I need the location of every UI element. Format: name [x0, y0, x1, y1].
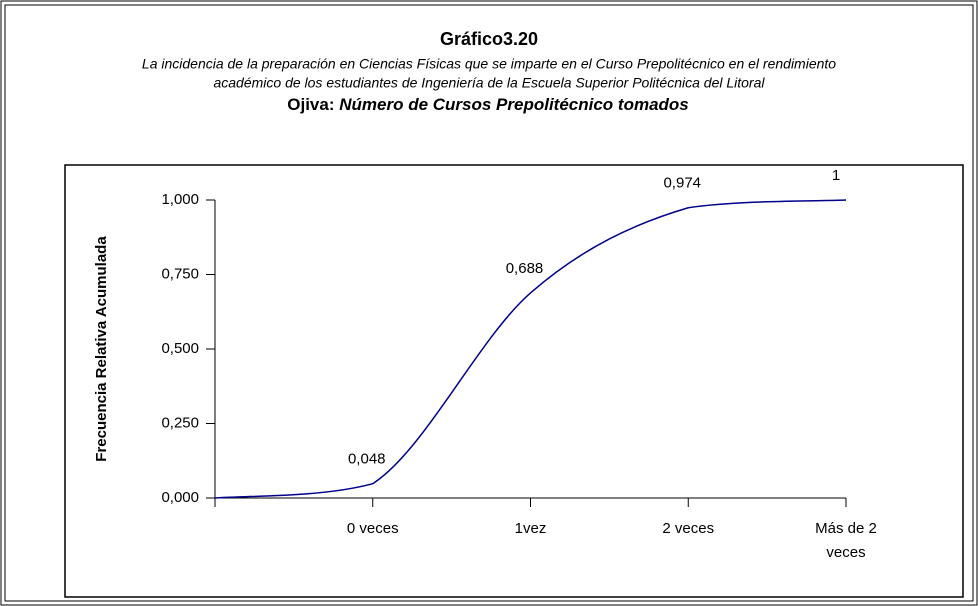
heading-text: Número de Cursos Prepolitécnico tomados: [339, 95, 689, 114]
heading: Ojiva: Número de Cursos Prepolitécnico t…: [287, 95, 689, 114]
inner-frame: [4, 4, 974, 602]
y-axis-label: Frecuencia Relativa Acumulada: [93, 236, 110, 462]
data-label: 0,688: [506, 260, 544, 277]
x-tick-label: Más de 2 veces: [815, 520, 877, 561]
y-tick-label: 0,750: [161, 265, 199, 282]
x-tick-label: 1vez: [515, 520, 547, 537]
y-tick-label: 0,000: [161, 489, 199, 506]
x-tick-label: 2 veces: [662, 520, 714, 537]
subtitle: académico de los estudiantes de Ingenier…: [213, 75, 765, 91]
data-label: 0,974: [663, 175, 701, 192]
y-tick-label: 1,000: [161, 191, 199, 208]
y-tick-label: 0,250: [161, 414, 199, 431]
y-tick-label: 0,500: [161, 340, 199, 357]
data-label: 1: [832, 167, 840, 184]
subtitle: La incidencia de la preparación en Cienc…: [142, 56, 836, 72]
plot-frame: [64, 164, 964, 598]
ogive-line: [214, 199, 847, 499]
heading-prefix: Ojiva:: [287, 95, 334, 114]
x-tick-label: 0 veces: [347, 520, 399, 537]
chart-title: Gráfico3.20: [440, 29, 538, 49]
data-label: 0,048: [348, 451, 386, 468]
